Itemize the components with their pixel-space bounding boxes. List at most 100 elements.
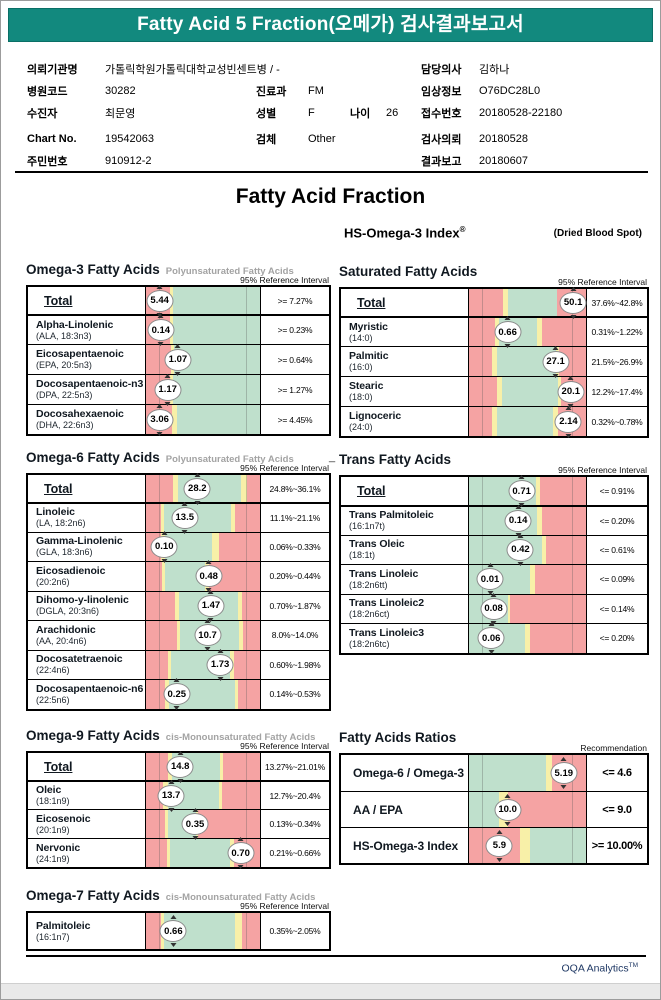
reference-value: 0.32%~0.78%: [587, 407, 647, 436]
field-value: 20180528: [479, 133, 528, 145]
row-label-cell: Omega-6 / Omega-3: [341, 755, 469, 791]
row-label: Docosapentaenoic-n3: [36, 378, 144, 390]
gridline: [158, 475, 160, 502]
panel-title: Fatty Acids Ratios: [339, 730, 457, 745]
row-label: AA / EPA: [353, 802, 403, 817]
gridline: [481, 318, 483, 346]
row-sublabel: (DPA, 22:5n3): [36, 390, 93, 400]
value-marker-circle: 0.06: [477, 627, 505, 650]
value-marker: 0.66: [494, 321, 522, 343]
zone-green: [529, 828, 586, 863]
zone-yellow: [497, 377, 502, 406]
panel-omega-6-fatty-acids: Omega-6 Fatty Acids Polyunsaturated Fatty…: [26, 449, 331, 711]
range-bar: 0.14: [146, 316, 261, 344]
range-bar: 5.9: [469, 828, 587, 863]
panel-header: Omega-3 Fatty Acids Polyunsaturated Fatty…: [26, 261, 331, 285]
field-value: 최문영: [105, 108, 136, 120]
panel-header: _ Trans Fatty Acids 95% Reference Interv…: [329, 451, 649, 475]
gridline: [246, 345, 248, 374]
panel-title: Omega-6 Fatty Acids: [26, 450, 160, 465]
range-bar: 0.48: [146, 562, 261, 591]
reference-value: <= 0.20%: [587, 507, 647, 535]
report-header-bar: Fatty Acid 5 Fraction(오메가) 검사결과보고서: [8, 8, 653, 42]
range-bar: 0.71: [469, 477, 587, 505]
gridline: [481, 828, 483, 863]
gridline: [246, 375, 248, 404]
table-row: Arachidonic (AA, 20:4n6) 10.7 8.0%~14.0%: [28, 620, 329, 650]
value-marker-circle: 3.06: [146, 408, 174, 431]
row-label-cell: Palmitoleic (16:1n7): [28, 913, 146, 949]
gridline: [246, 475, 248, 502]
range-bar: 28.2: [146, 475, 261, 502]
reference-value: 0.20%~0.44%: [261, 562, 329, 591]
patient-field-row: 의뢰기관명 가톨릭학원가톨릭대학교성빈센트병 / -: [27, 58, 280, 80]
zone-red: [146, 562, 162, 591]
table-row: AA / EPA 10.0 <= 9.0: [341, 791, 647, 827]
zone-yellow: [240, 475, 248, 502]
row-sublabel: (18:0): [349, 392, 373, 402]
panel-header: Saturated Fatty Acids 95% Reference Inte…: [339, 263, 649, 287]
patient-field-row: 접수번호 20180528-22180: [421, 102, 660, 124]
panel-header: Omega-6 Fatty Acids Polyunsaturated Fatty…: [26, 449, 331, 473]
reference-value: <= 0.91%: [587, 477, 647, 505]
range-bar: 1.07: [146, 345, 261, 374]
table-row: Trans Linoleic (18:2n6tt) 0.01 <= 0.09%: [341, 564, 647, 594]
gridline: [246, 532, 248, 561]
gridline: [158, 621, 160, 650]
value-marker: 3.06: [146, 408, 174, 431]
table-row: Dihomo-y-linolenic (DGLA, 20:3n6) 1.47 0.70…: [28, 590, 329, 620]
gridline: [246, 621, 248, 650]
gridline: [246, 680, 248, 709]
value-marker: 2.14: [554, 410, 582, 433]
zone-yellow: [502, 289, 508, 316]
value-marker: 14.8: [166, 755, 194, 778]
value-marker: 5.9: [485, 834, 513, 857]
reference-value: <= 9.0: [587, 792, 647, 827]
gridline: [571, 347, 573, 376]
value-marker-circle: 5.44: [146, 289, 174, 312]
reference-value: 24.8%~36.1%: [261, 475, 329, 502]
field-value: 가톨릭학원가톨릭대학교성빈센트병 / -: [105, 64, 280, 76]
gridline: [571, 624, 573, 653]
value-marker: 20.1: [557, 380, 585, 403]
row-label-cell: Myristic (14:0): [341, 318, 469, 346]
reference-value: 0.06%~0.33%: [261, 532, 329, 561]
value-marker-circle: 0.25: [163, 683, 191, 706]
zone-red: [242, 621, 260, 650]
panel-fatty-acids-ratios: Fatty Acids Ratios Recommendation Omega-…: [339, 729, 649, 865]
zone-red: [540, 477, 586, 505]
row-label-cell: HS-Omega-3 Index: [341, 828, 469, 863]
zone-red: [146, 650, 168, 679]
range-bar: 13.7: [146, 782, 261, 809]
table-row: Total 50.1 37.6%~42.8%: [341, 289, 647, 316]
row-sublabel: (16:0): [349, 362, 373, 372]
zone-red: [146, 839, 167, 867]
row-label: Oleic: [36, 784, 62, 796]
row-label: Dihomo-y-linolenic: [36, 594, 129, 607]
gridline: [246, 913, 248, 949]
zone-green: [173, 316, 260, 344]
row-label-cell: Eicosapentaenoic (EPA, 20:5n3): [28, 345, 146, 374]
reference-interval-header: 95% Reference Interval: [240, 901, 329, 911]
gridline: [481, 755, 483, 791]
row-label-cell: Arachidonic (AA, 20:4n6): [28, 621, 146, 650]
zone-yellow: [176, 621, 181, 650]
fatty-acid-table: Total 50.1 37.6%~42.8% Myristic (14:0) 0.66 0.…: [339, 287, 649, 438]
gridline: [246, 810, 248, 838]
reference-value: >= 0.64%: [261, 345, 329, 374]
zone-yellow: [231, 504, 235, 532]
row-label-cell: Linoleic (LA, 18:2n6): [28, 504, 146, 532]
row-sublabel: (18:2n6tc): [349, 638, 390, 649]
panel-title: Omega-7 Fatty Acids: [26, 888, 160, 903]
range-bar: 0.01: [469, 565, 587, 594]
value-marker-circle: 0.42: [506, 538, 534, 561]
field-value: Other: [308, 133, 336, 145]
zone-red: [146, 475, 174, 502]
range-bar: 0.10: [146, 532, 261, 561]
range-bar: 0.35: [146, 810, 261, 838]
table-row: Stearic (18:0) 20.1 12.2%~17.4%: [341, 376, 647, 406]
row-sublabel: (20:2n6): [36, 576, 70, 587]
row-sublabel: (22:4n6): [36, 665, 70, 676]
value-marker: 0.06: [477, 627, 505, 650]
reference-interval-header: 95% Reference Interval: [558, 277, 647, 287]
